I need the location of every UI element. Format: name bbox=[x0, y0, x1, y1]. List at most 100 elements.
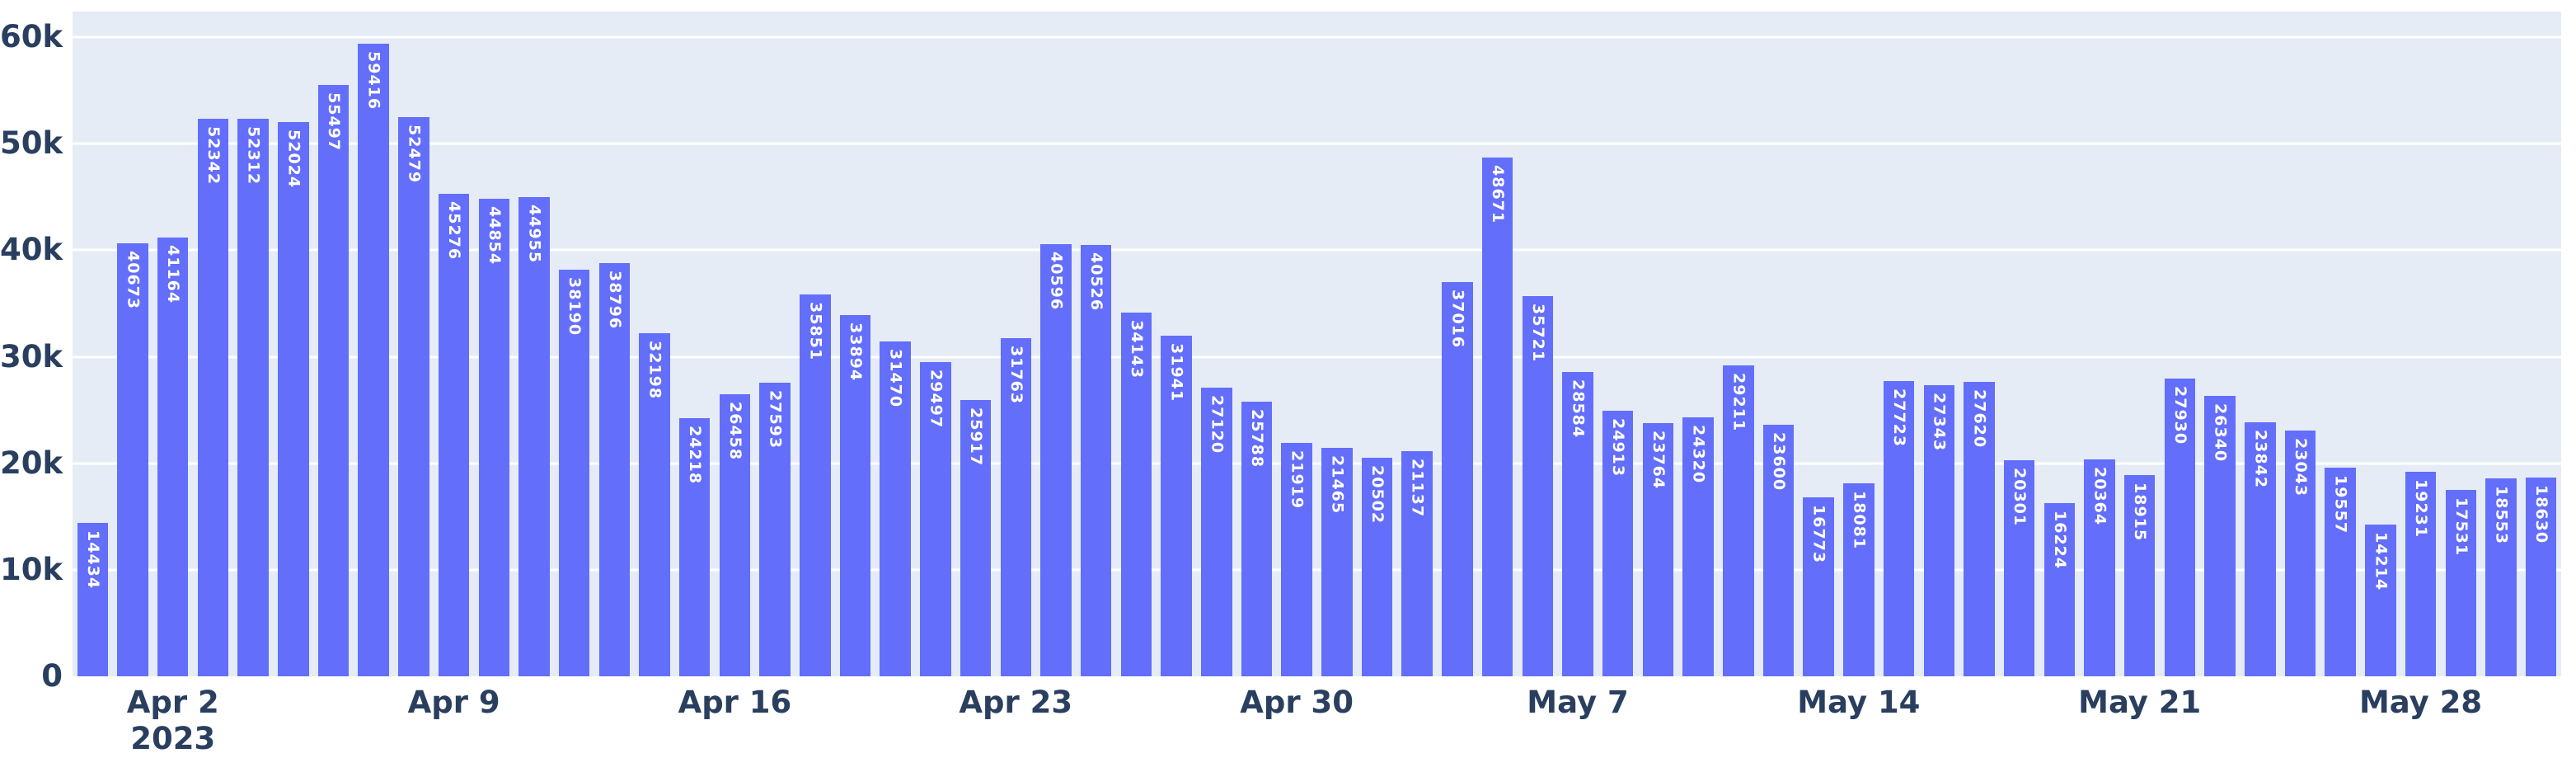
bar[interactable]: 52024 bbox=[278, 122, 309, 676]
bar[interactable]: 44854 bbox=[478, 198, 510, 676]
bar[interactable]: 21137 bbox=[1401, 450, 1433, 676]
bar[interactable]: 35721 bbox=[1522, 295, 1554, 676]
bar[interactable]: 44955 bbox=[518, 197, 550, 676]
bar[interactable]: 27120 bbox=[1201, 387, 1232, 676]
bar[interactable]: 31470 bbox=[880, 341, 911, 676]
bar[interactable]: 21465 bbox=[1321, 447, 1353, 676]
bar[interactable]: 40673 bbox=[117, 242, 148, 676]
bar[interactable]: 31941 bbox=[1161, 336, 1192, 676]
bar[interactable]: 18553 bbox=[2485, 478, 2517, 676]
gridline-10k bbox=[73, 568, 2561, 572]
bar[interactable]: 21919 bbox=[1281, 442, 1312, 676]
bar[interactable]: 27593 bbox=[759, 382, 791, 676]
bar[interactable]: 20502 bbox=[1361, 458, 1393, 676]
bar[interactable]: 45276 bbox=[438, 194, 470, 676]
bar[interactable]: 33894 bbox=[839, 315, 871, 676]
bar[interactable]: 40526 bbox=[1080, 244, 1112, 676]
bar-value-label: 52342 bbox=[204, 125, 223, 186]
plot-area: 14434 40673 41164 52342 52312 52024 55497 59416… bbox=[73, 12, 2561, 676]
bar[interactable]: 14214 bbox=[2365, 525, 2396, 676]
x-tick-date: Apr 2 bbox=[126, 685, 219, 720]
bar[interactable]: 20301 bbox=[2003, 459, 2035, 676]
bar-value-label: 27343 bbox=[1930, 392, 1949, 451]
bar[interactable]: 27620 bbox=[1964, 382, 1995, 676]
bar-value-label: 35721 bbox=[1528, 303, 1547, 362]
bar[interactable]: 38796 bbox=[598, 262, 631, 676]
bar-value-label: 24913 bbox=[1609, 418, 1628, 478]
x-axis-tick-label: May 21 bbox=[2078, 685, 2201, 721]
bar-value-label: 20364 bbox=[2090, 466, 2109, 526]
y-axis-tick-label: 40k bbox=[0, 232, 63, 268]
bar-value-label: 23764 bbox=[1649, 431, 1668, 490]
bar[interactable]: 41164 bbox=[157, 238, 189, 676]
x-axis-tick-label: May 28 bbox=[2359, 685, 2482, 721]
bar[interactable]: 20364 bbox=[2084, 459, 2115, 676]
bar-value-label: 38190 bbox=[565, 276, 584, 336]
bar[interactable]: 34143 bbox=[1120, 313, 1152, 676]
bar-value-label: 25917 bbox=[967, 407, 986, 467]
x-tick-date: Apr 9 bbox=[407, 685, 500, 720]
bar-value-label: 31941 bbox=[1167, 343, 1186, 402]
bar[interactable]: 32198 bbox=[639, 333, 670, 676]
bar[interactable]: 23600 bbox=[1762, 425, 1795, 676]
bar[interactable]: 59416 bbox=[358, 43, 389, 676]
bar[interactable]: 16773 bbox=[1803, 497, 1834, 676]
bar[interactable]: 37016 bbox=[1442, 281, 1473, 676]
bar-value-label: 28584 bbox=[1569, 379, 1588, 438]
bar-value-label: 44854 bbox=[485, 205, 504, 265]
x-axis-tick-label: Apr 23 bbox=[959, 685, 1072, 721]
bar[interactable]: 31763 bbox=[1000, 337, 1032, 676]
bar[interactable]: 14434 bbox=[77, 522, 109, 676]
bar-value-label: 21137 bbox=[1408, 458, 1427, 518]
bar-value-label: 19231 bbox=[2412, 478, 2431, 538]
bar-value-label: 27723 bbox=[1890, 388, 1909, 448]
bar[interactable]: 18915 bbox=[2123, 474, 2156, 676]
bar-value-label: 24218 bbox=[686, 426, 705, 485]
bar[interactable]: 23764 bbox=[1642, 423, 1674, 676]
bar[interactable]: 18630 bbox=[2525, 478, 2557, 676]
bar[interactable]: 52342 bbox=[197, 118, 229, 676]
bar-value-label: 19557 bbox=[2331, 475, 2350, 534]
bar[interactable]: 23842 bbox=[2245, 422, 2276, 676]
bar[interactable]: 17531 bbox=[2445, 489, 2476, 676]
bar[interactable]: 35851 bbox=[800, 294, 831, 676]
gridline-60k bbox=[73, 35, 2561, 39]
bar[interactable]: 26340 bbox=[2204, 395, 2236, 676]
bar-value-label: 40526 bbox=[1087, 252, 1106, 311]
bar[interactable]: 48671 bbox=[1481, 158, 1513, 676]
bar[interactable]: 24320 bbox=[1682, 417, 1714, 676]
bar-value-label: 34143 bbox=[1127, 320, 1146, 379]
bar[interactable]: 38190 bbox=[558, 269, 590, 676]
x-tick-date: May 14 bbox=[1797, 685, 1921, 720]
bar-value-label: 14214 bbox=[2372, 532, 2391, 591]
bar[interactable]: 55497 bbox=[317, 85, 350, 676]
bar[interactable]: 24218 bbox=[679, 418, 711, 676]
bar[interactable]: 40596 bbox=[1040, 243, 1072, 676]
bar[interactable]: 52479 bbox=[398, 117, 429, 676]
x-tick-date: May 7 bbox=[1527, 685, 1629, 720]
bar[interactable]: 28584 bbox=[1562, 371, 1593, 676]
bar-value-label: 27120 bbox=[1208, 394, 1227, 454]
bar[interactable]: 27723 bbox=[1883, 380, 1915, 676]
bar[interactable]: 52312 bbox=[237, 119, 269, 676]
bar-value-label: 25788 bbox=[1247, 408, 1266, 468]
bar-value-label: 55497 bbox=[324, 92, 343, 152]
bar[interactable]: 16224 bbox=[2043, 503, 2076, 676]
bar[interactable]: 27930 bbox=[2164, 379, 2196, 676]
bar[interactable]: 25788 bbox=[1241, 401, 1273, 676]
bar[interactable]: 29211 bbox=[1723, 365, 1754, 676]
bar-value-label: 18915 bbox=[2131, 482, 2150, 541]
bar[interactable]: 27343 bbox=[1923, 384, 1954, 676]
bar[interactable]: 18081 bbox=[1843, 483, 1875, 676]
bar[interactable]: 23043 bbox=[2284, 431, 2316, 676]
bar[interactable]: 19231 bbox=[2405, 471, 2437, 676]
bar-value-label: 33894 bbox=[847, 322, 865, 382]
bar[interactable]: 26458 bbox=[719, 394, 751, 676]
bar[interactable]: 19557 bbox=[2325, 468, 2356, 676]
x-tick-year: 2023 bbox=[130, 721, 216, 756]
bar[interactable]: 29497 bbox=[920, 362, 951, 676]
bar[interactable]: 25917 bbox=[960, 400, 992, 676]
bar[interactable]: 24913 bbox=[1602, 411, 1634, 676]
bar-value-label: 26458 bbox=[725, 402, 744, 461]
